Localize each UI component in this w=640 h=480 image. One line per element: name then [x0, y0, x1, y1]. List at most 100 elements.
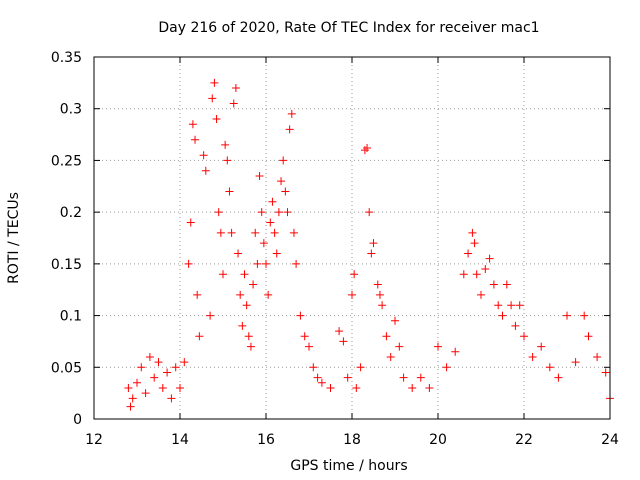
- data-point: [367, 249, 376, 258]
- data-point: [545, 363, 554, 372]
- data-point: [584, 332, 593, 341]
- data-point: [236, 290, 245, 299]
- data-point: [408, 383, 417, 392]
- data-point: [425, 383, 434, 392]
- x-tick-label: 20: [429, 432, 447, 448]
- data-point: [571, 358, 580, 367]
- data-point: [242, 301, 251, 310]
- data-point: [511, 321, 520, 330]
- data-point: [459, 270, 468, 279]
- data-point: [395, 342, 404, 351]
- data-point: [580, 311, 589, 320]
- data-point: [244, 332, 253, 341]
- data-point: [163, 368, 172, 377]
- data-point: [154, 358, 163, 367]
- y-tick-label: 0.35: [51, 50, 82, 66]
- data-point: [363, 144, 372, 153]
- data-point: [350, 270, 359, 279]
- y-tick-label: 0.1: [60, 309, 82, 325]
- data-point: [502, 280, 511, 289]
- data-point: [208, 94, 217, 103]
- data-point: [386, 352, 395, 361]
- data-point: [225, 187, 234, 196]
- data-point: [601, 368, 610, 377]
- data-point: [249, 280, 258, 289]
- data-point: [498, 311, 507, 320]
- data-point: [216, 228, 225, 237]
- data-point: [292, 259, 301, 268]
- data-point: [520, 332, 528, 341]
- data-point: [137, 363, 146, 372]
- data-point: [184, 259, 193, 268]
- data-point: [464, 249, 473, 258]
- data-point: [238, 321, 247, 330]
- data-point: [434, 342, 442, 351]
- data-point: [481, 265, 490, 274]
- x-tick-label: 18: [343, 432, 361, 448]
- data-point: [283, 208, 292, 217]
- data-point: [255, 171, 264, 180]
- data-point: [171, 363, 180, 372]
- data-point: [289, 228, 298, 237]
- data-point: [468, 228, 477, 237]
- x-tick-label: 24: [601, 432, 619, 448]
- data-point: [158, 383, 167, 392]
- data-point: [317, 378, 326, 387]
- data-point: [339, 337, 348, 346]
- data-point: [281, 187, 290, 196]
- data-point: [489, 280, 498, 289]
- data-point: [309, 363, 318, 372]
- data-point: [399, 373, 408, 382]
- data-point: [268, 197, 277, 206]
- data-point: [227, 228, 236, 237]
- x-tick-label: 22: [515, 432, 533, 448]
- data-point: [373, 280, 382, 289]
- data-point: [287, 109, 296, 118]
- data-point: [343, 373, 352, 382]
- data-point: [537, 342, 546, 351]
- data-point: [126, 402, 135, 411]
- data-point: [593, 352, 602, 361]
- data-point: [451, 347, 460, 356]
- data-point: [199, 151, 208, 160]
- data-point: [124, 383, 133, 392]
- data-point: [300, 332, 309, 341]
- grid-lines: [94, 57, 610, 419]
- data-point: [391, 316, 399, 325]
- chart-title: Day 216 of 2020, Rate Of TEC Index for r…: [158, 20, 539, 36]
- x-tick-label: 14: [171, 432, 189, 448]
- data-point: [201, 166, 210, 175]
- data-point: [150, 373, 159, 382]
- data-point: [335, 327, 344, 336]
- data-point: [472, 270, 481, 279]
- data-point: [219, 270, 227, 279]
- data-point: [223, 156, 232, 165]
- data-point: [296, 311, 305, 320]
- data-point: [375, 290, 384, 299]
- y-tick-label: 0.3: [60, 102, 82, 118]
- data-point: [128, 394, 137, 403]
- y-tick-label: 0.05: [51, 360, 82, 376]
- data-point: [365, 208, 374, 217]
- data-point: [191, 135, 200, 144]
- data-point: [266, 218, 275, 227]
- data-point: [145, 352, 154, 361]
- y-tick-label: 0.25: [51, 153, 82, 169]
- data-point: [221, 140, 230, 149]
- data-point: [507, 301, 516, 310]
- data-point: [206, 311, 215, 320]
- data-point: [356, 363, 365, 372]
- data-points: [124, 78, 614, 411]
- data-point: [176, 383, 184, 392]
- data-point: [279, 156, 288, 165]
- data-point: [167, 394, 176, 403]
- data-point: [234, 249, 243, 258]
- data-point: [246, 342, 255, 351]
- data-point: [326, 383, 335, 392]
- data-point: [485, 254, 494, 263]
- data-point: [133, 378, 141, 387]
- data-point: [240, 270, 249, 279]
- data-point: [313, 373, 322, 382]
- data-point: [470, 239, 479, 248]
- data-point: [214, 208, 223, 217]
